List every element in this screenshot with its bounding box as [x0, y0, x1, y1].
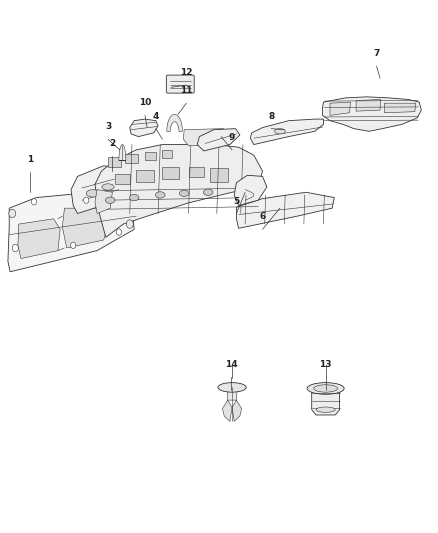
Polygon shape: [251, 119, 323, 144]
Polygon shape: [232, 400, 242, 421]
Ellipse shape: [275, 128, 286, 134]
Circle shape: [84, 197, 89, 204]
Polygon shape: [18, 219, 60, 259]
Polygon shape: [184, 128, 230, 146]
Text: 12: 12: [180, 68, 193, 77]
Polygon shape: [197, 128, 240, 151]
Text: 7: 7: [373, 49, 380, 58]
Bar: [136, 170, 154, 182]
Polygon shape: [237, 192, 334, 228]
Circle shape: [9, 209, 16, 217]
Polygon shape: [234, 175, 267, 206]
Ellipse shape: [218, 383, 246, 392]
Ellipse shape: [86, 190, 99, 197]
Bar: [125, 154, 138, 163]
Polygon shape: [71, 166, 130, 214]
Text: 8: 8: [268, 112, 274, 120]
Polygon shape: [322, 97, 421, 131]
Text: 13: 13: [319, 360, 332, 369]
Text: 9: 9: [229, 133, 235, 142]
Text: 11: 11: [180, 86, 193, 95]
Circle shape: [12, 244, 18, 252]
Text: 14: 14: [225, 360, 237, 369]
Ellipse shape: [314, 385, 338, 392]
Polygon shape: [227, 387, 237, 400]
Text: 6: 6: [259, 213, 266, 221]
Bar: [115, 174, 130, 184]
Ellipse shape: [129, 195, 139, 201]
Polygon shape: [130, 119, 158, 136]
Circle shape: [71, 242, 76, 248]
Polygon shape: [95, 190, 113, 214]
Text: 5: 5: [233, 197, 240, 206]
Polygon shape: [8, 192, 134, 272]
Ellipse shape: [180, 190, 189, 197]
Polygon shape: [167, 114, 183, 131]
Ellipse shape: [203, 189, 213, 196]
FancyBboxPatch shape: [166, 75, 194, 93]
Bar: [108, 157, 121, 167]
Polygon shape: [312, 389, 339, 415]
Polygon shape: [223, 400, 232, 421]
Bar: [162, 167, 179, 179]
Polygon shape: [385, 103, 416, 113]
Circle shape: [32, 199, 37, 205]
Text: 2: 2: [109, 139, 116, 148]
Circle shape: [126, 220, 133, 228]
Polygon shape: [356, 100, 381, 111]
Ellipse shape: [307, 383, 344, 394]
Polygon shape: [119, 144, 126, 160]
Text: 10: 10: [139, 99, 151, 108]
Bar: [145, 152, 156, 160]
Text: 4: 4: [153, 112, 159, 120]
Polygon shape: [330, 102, 350, 115]
Polygon shape: [62, 208, 110, 248]
Polygon shape: [95, 144, 262, 237]
Bar: [210, 168, 228, 182]
Ellipse shape: [316, 407, 335, 413]
Text: 1: 1: [27, 155, 33, 164]
Ellipse shape: [155, 192, 165, 198]
Bar: [162, 150, 172, 158]
Circle shape: [116, 229, 121, 235]
Text: 3: 3: [105, 122, 111, 131]
Ellipse shape: [102, 184, 114, 190]
Bar: [188, 167, 204, 177]
Ellipse shape: [106, 197, 115, 204]
